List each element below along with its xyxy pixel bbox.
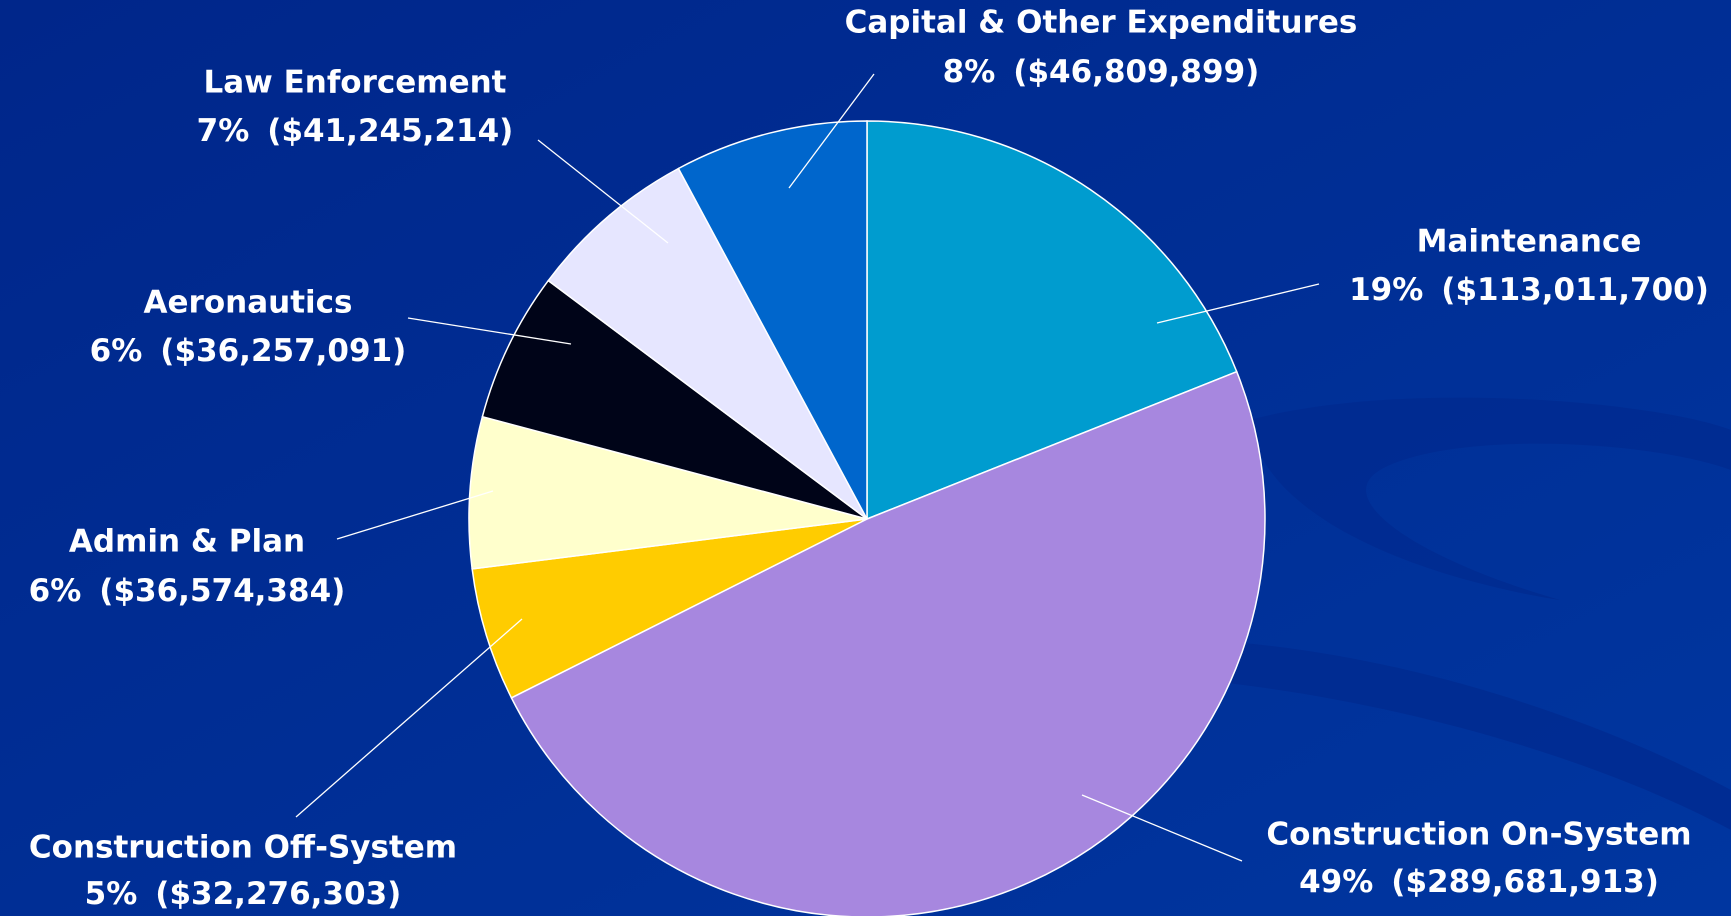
slice-value-label: 6% ($36,574,384) (29, 573, 346, 609)
leader-line (336, 490, 494, 540)
percent-label: 19% (1349, 272, 1423, 308)
pie-slice (468, 415, 868, 570)
slice-value-label: 5% ($32,276,303) (85, 876, 402, 912)
leader-line (537, 139, 669, 244)
percent-label: 5% (85, 876, 138, 912)
value-label: ($36,574,384) (99, 573, 345, 609)
slice-value-label: 6% ($36,257,091) (90, 333, 407, 369)
slice-value-label: 19% ($113,011,700) (1349, 272, 1709, 308)
slice-label: Law Enforcement (203, 65, 506, 101)
slice-label: Maintenance (1417, 224, 1642, 260)
slice-label: Construction On-System (1266, 817, 1691, 853)
leader-line (1156, 283, 1320, 324)
decoration (1250, 397, 1731, 600)
percent-label: 7% (197, 113, 250, 149)
percent-label: 6% (29, 573, 82, 609)
value-label: ($289,681,913) (1391, 864, 1659, 900)
slice-value-label: 7% ($41,245,214) (197, 113, 514, 149)
leader-line (407, 317, 572, 345)
pie-slice (510, 370, 1266, 916)
pie-slice (866, 120, 1238, 521)
pie-slice (547, 167, 868, 520)
slice-label: Admin & Plan (69, 524, 305, 560)
leader-line (1081, 794, 1243, 862)
pie-slice (471, 518, 868, 699)
decoration (1200, 640, 1731, 830)
value-label: ($113,011,700) (1441, 272, 1709, 308)
leader-line (788, 73, 875, 189)
value-label: ($32,276,303) (155, 876, 401, 912)
percent-label: 49% (1299, 864, 1373, 900)
slice-value-label: 49% ($289,681,913) (1299, 864, 1659, 900)
slice-label: Capital & Other Expenditures (845, 5, 1358, 41)
percent-label: 8% (943, 54, 996, 90)
pie-slice (481, 279, 868, 520)
value-label: ($46,809,899) (1013, 54, 1259, 90)
pie (468, 120, 1266, 916)
leader-line (295, 618, 523, 818)
labels: Maintenance 19% ($113,011,700) Construction… (29, 5, 1709, 912)
slice-value-label: 8% ($46,809,899) (943, 54, 1260, 90)
value-label: ($36,257,091) (160, 333, 406, 369)
slice-label: Aeronautics (144, 285, 353, 321)
pie-slice (677, 120, 868, 520)
percent-label: 6% (90, 333, 143, 369)
value-label: ($41,245,214) (267, 113, 513, 149)
slice-label: Construction Off-System (29, 830, 457, 866)
